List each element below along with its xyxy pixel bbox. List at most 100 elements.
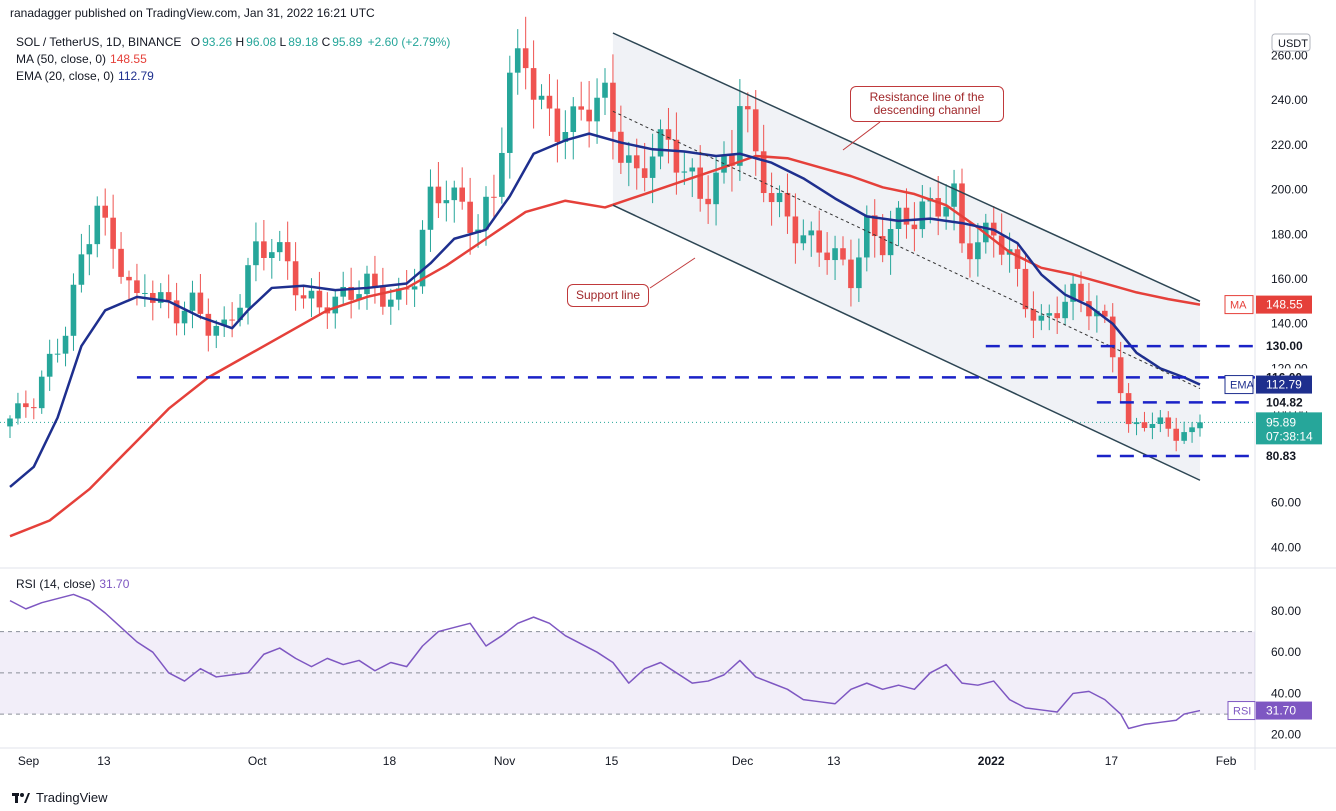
candle[interactable] [665, 107, 672, 164]
candle[interactable] [435, 161, 442, 219]
candle[interactable] [165, 274, 172, 319]
candle[interactable] [15, 392, 21, 425]
candle[interactable] [705, 175, 711, 224]
candle[interactable] [975, 223, 981, 277]
candle[interactable] [102, 188, 108, 236]
candle[interactable] [221, 306, 227, 337]
candle[interactable] [800, 219, 807, 251]
candle[interactable] [94, 196, 101, 258]
candle[interactable] [610, 54, 616, 160]
candle[interactable] [871, 199, 878, 258]
candle[interactable] [1030, 291, 1037, 339]
candle[interactable] [245, 257, 251, 325]
candle[interactable] [205, 298, 212, 352]
candle[interactable] [46, 339, 53, 391]
candle[interactable] [935, 176, 941, 236]
candle[interactable] [895, 201, 902, 247]
candle[interactable] [657, 119, 664, 170]
candle[interactable] [808, 221, 815, 257]
candle[interactable] [840, 236, 846, 266]
candle[interactable] [1189, 421, 1195, 443]
candle[interactable] [570, 97, 577, 160]
candle[interactable] [1094, 295, 1100, 333]
candle[interactable] [491, 174, 497, 221]
channel-midline[interactable] [612, 110, 1201, 390]
rsi-line[interactable] [9, 593, 1201, 730]
ema-legend[interactable]: EMA (20, close, 0) 112.79 [16, 69, 154, 83]
candle[interactable] [856, 238, 862, 302]
candle[interactable] [1102, 304, 1108, 323]
candle[interactable] [292, 242, 299, 311]
candle[interactable] [284, 221, 291, 280]
candle[interactable] [62, 326, 69, 367]
candle[interactable] [562, 110, 569, 160]
candle[interactable] [261, 220, 267, 271]
current-price-badge[interactable] [1256, 412, 1322, 445]
candle[interactable] [388, 288, 394, 325]
candle[interactable] [419, 220, 426, 294]
candle[interactable] [522, 16, 529, 90]
candle[interactable] [142, 274, 148, 307]
candle[interactable] [134, 263, 140, 306]
candle[interactable] [483, 186, 489, 246]
candle[interactable] [173, 282, 180, 336]
candle[interactable] [784, 173, 791, 234]
candle[interactable] [332, 290, 339, 329]
candle[interactable] [626, 141, 632, 187]
footer-brand[interactable]: TradingView [12, 790, 108, 805]
candle[interactable] [157, 283, 164, 309]
candle[interactable] [713, 156, 719, 226]
candle[interactable] [427, 169, 434, 252]
candle[interactable] [23, 390, 29, 418]
candle[interactable] [538, 84, 545, 110]
candle[interactable] [459, 167, 465, 210]
candle[interactable] [903, 188, 910, 239]
candle[interactable] [499, 127, 505, 204]
candle[interactable] [752, 90, 759, 176]
candle[interactable] [31, 398, 37, 420]
candle[interactable] [316, 271, 323, 316]
candle[interactable] [269, 238, 275, 279]
candle[interactable] [118, 232, 124, 284]
candle[interactable] [879, 214, 886, 263]
candle[interactable] [308, 278, 315, 318]
candle[interactable] [1109, 303, 1116, 373]
candle[interactable] [253, 222, 259, 282]
candle[interactable] [356, 280, 362, 310]
candle[interactable] [911, 202, 918, 252]
candle[interactable] [641, 142, 648, 192]
candle[interactable] [967, 222, 973, 278]
support-line[interactable] [612, 204, 1201, 481]
candle[interactable] [276, 230, 283, 261]
candle[interactable] [943, 184, 949, 230]
candle[interactable] [1038, 304, 1045, 331]
candle[interactable] [768, 172, 775, 226]
candle[interactable] [443, 180, 450, 222]
candle[interactable] [300, 286, 307, 309]
ma-50-line[interactable] [9, 154, 1201, 538]
candle[interactable] [554, 79, 561, 163]
candle[interactable] [380, 267, 386, 315]
candle[interactable] [467, 177, 473, 255]
candle[interactable] [110, 194, 116, 269]
candle[interactable] [578, 81, 584, 121]
candle[interactable] [7, 415, 13, 438]
candle[interactable] [126, 270, 132, 300]
candle[interactable] [1117, 341, 1124, 402]
candle[interactable] [792, 193, 799, 264]
candle[interactable] [832, 235, 838, 281]
candle[interactable] [1197, 414, 1203, 437]
candle[interactable] [546, 74, 553, 136]
candle[interactable] [586, 81, 592, 148]
candle[interactable] [602, 68, 608, 116]
candle[interactable] [181, 301, 188, 336]
candle[interactable] [919, 185, 926, 238]
candle[interactable] [737, 79, 743, 181]
rsi-legend[interactable]: RSI (14, close) 31.70 [16, 577, 129, 591]
candle[interactable] [697, 145, 703, 212]
candle[interactable] [38, 370, 45, 414]
currency-tag-box[interactable] [1271, 33, 1311, 52]
ma-legend[interactable]: MA (50, close, 0) 148.55 [16, 52, 147, 66]
candle[interactable] [760, 124, 767, 203]
candle[interactable] [824, 232, 830, 275]
